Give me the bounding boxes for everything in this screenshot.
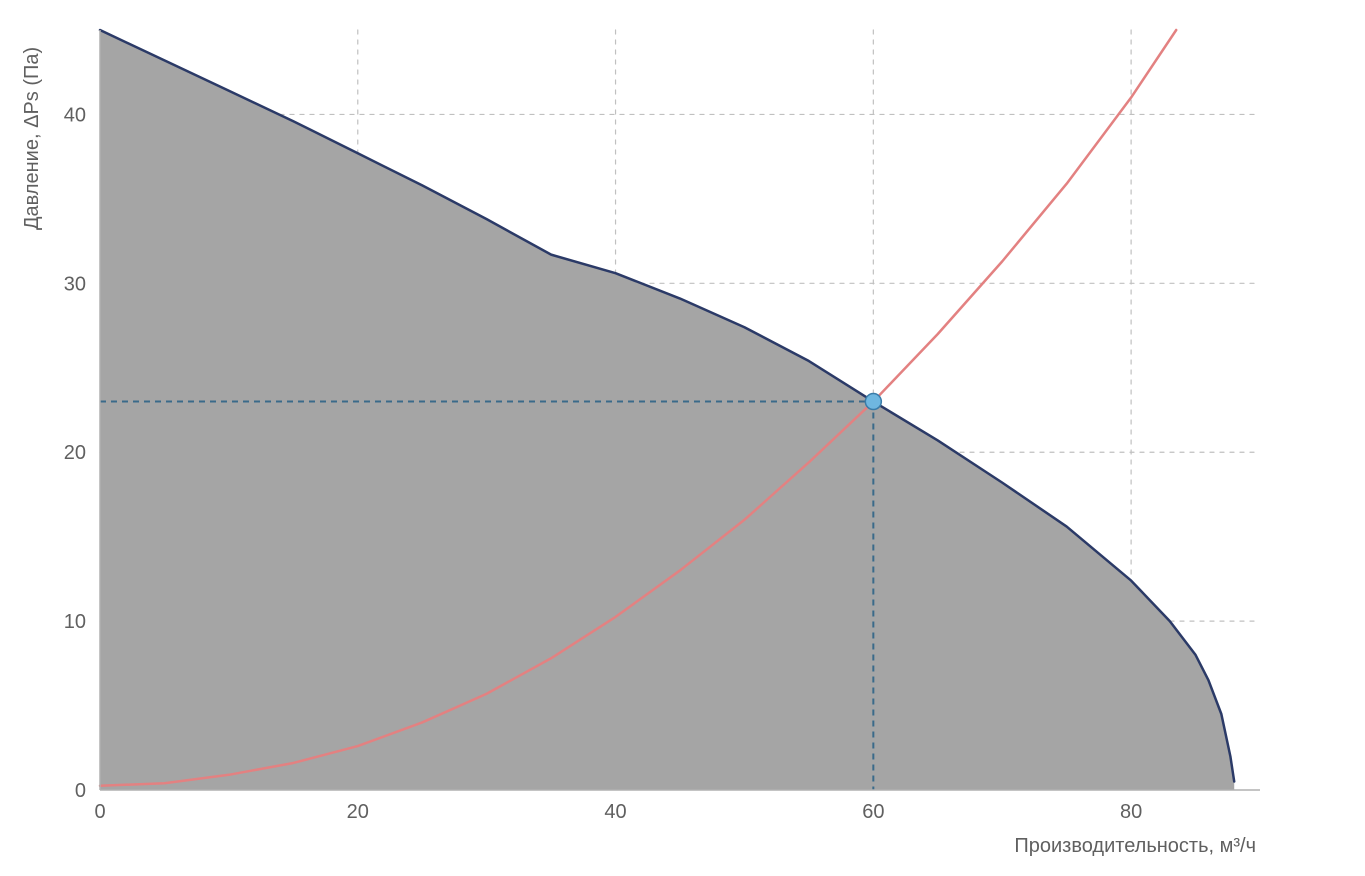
- x-tick-label: 60: [862, 801, 884, 823]
- x-tick-label: 40: [604, 801, 626, 823]
- x-axis-label: Производительность, м³/ч: [1014, 835, 1256, 857]
- y-tick-label: 10: [64, 611, 86, 633]
- x-tick-label: 80: [1120, 801, 1142, 823]
- x-tick-label: 0: [94, 801, 105, 823]
- chart-canvas: 0 20 40 60 80 0 10 20 30 40 Производительность, м³…: [0, 0, 1365, 876]
- y-tick-label: 30: [64, 273, 86, 295]
- y-tick-label: 0: [75, 780, 86, 802]
- x-tick-label: 20: [347, 801, 369, 823]
- y-tick-label: 20: [64, 442, 86, 464]
- fan-performance-chart: 0 20 40 60 80 0 10 20 30 40 Производительность, м³…: [0, 0, 1365, 876]
- y-axis-label: Давление, ΔPs (Па): [21, 47, 43, 230]
- y-tick-label: 40: [64, 104, 86, 126]
